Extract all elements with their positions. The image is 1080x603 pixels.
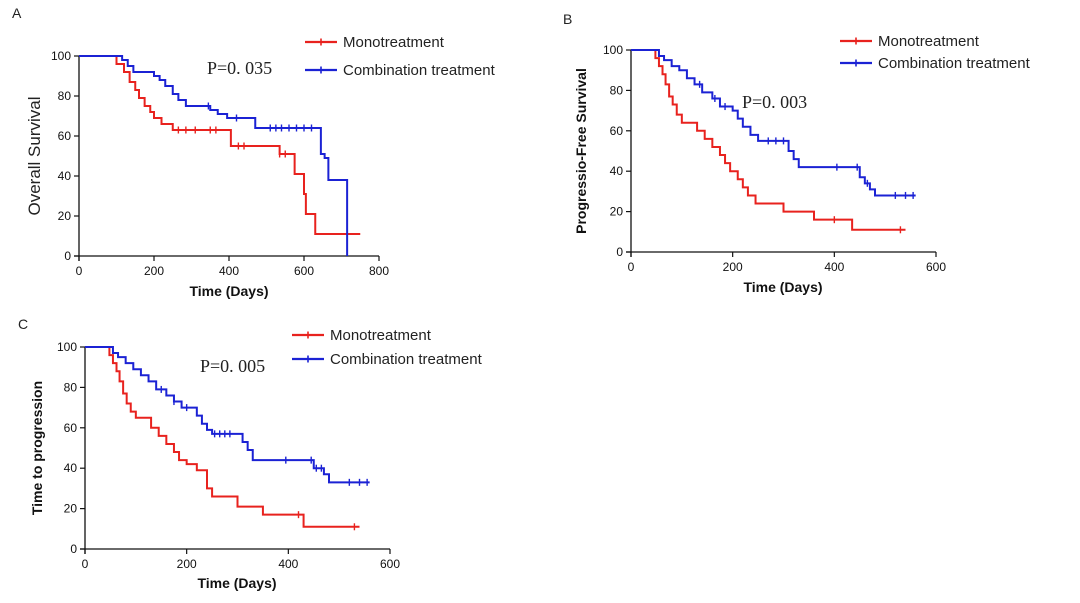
y-tick-label: 60 — [58, 129, 72, 143]
panel-label-c: C — [18, 316, 28, 332]
y-tick-label: 0 — [616, 245, 623, 259]
y-tick-label: 40 — [64, 461, 78, 475]
chart-panel-a: A 0 20 40 60 80 100 0 200 400 600 800 Time (Days) Ove… — [12, 5, 496, 299]
legend-label-combination: Combination treatment — [878, 55, 1031, 72]
y-tick-label: 60 — [64, 421, 78, 435]
y-tick-label: 20 — [64, 502, 78, 516]
y-axis-title-a: Overall Survival — [25, 96, 44, 215]
panel-label-b: B — [563, 11, 572, 27]
chart-panel-b: B 0 20 40 60 80 100 0 200 400 600 Time (Days) Progre… — [563, 11, 1031, 295]
y-tick-label: 0 — [64, 249, 71, 263]
y-tick-label: 80 — [64, 380, 78, 394]
legend-label-monotreatment: Monotreatment — [343, 34, 445, 51]
x-tick-label: 800 — [369, 264, 389, 278]
x-tick-label: 0 — [76, 264, 83, 278]
x-axis-title-b: Time (Days) — [743, 279, 822, 295]
x-tick-label: 400 — [824, 260, 844, 274]
x-axis-title-a: Time (Days) — [189, 283, 268, 299]
series-line-combination-b — [631, 49, 916, 197]
y-tick-label: 100 — [51, 49, 71, 63]
x-tick-label: 200 — [144, 264, 164, 278]
x-tick-label: 400 — [278, 557, 298, 571]
x-tick-label: 400 — [219, 264, 239, 278]
series-line-monotreatment-a — [79, 55, 361, 235]
y-tick-label: 100 — [603, 43, 623, 57]
y-tick-label: 20 — [58, 209, 72, 223]
legend-label-monotreatment: Monotreatment — [878, 33, 980, 50]
x-tick-label: 200 — [177, 557, 197, 571]
x-axis-title-c: Time (Days) — [197, 575, 276, 591]
y-axis-title-c: Time to progression — [29, 381, 45, 515]
x-tick-label: 0 — [628, 260, 635, 274]
x-tick-label: 0 — [82, 557, 89, 571]
p-value-annotation-a: P=0. 035 — [207, 58, 272, 78]
series-line-monotreatment-b — [631, 49, 906, 231]
y-tick-label: 20 — [610, 205, 624, 219]
series-line-combination-c — [85, 346, 370, 484]
y-tick-label: 100 — [57, 340, 77, 354]
y-tick-label: 40 — [610, 164, 624, 178]
x-tick-label: 600 — [380, 557, 400, 571]
x-tick-label: 600 — [294, 264, 314, 278]
y-tick-label: 40 — [58, 169, 72, 183]
p-value-annotation-c: P=0. 005 — [200, 356, 265, 376]
legend-label-combination: Combination treatment — [343, 62, 496, 79]
x-tick-label: 600 — [926, 260, 946, 274]
panel-label-a: A — [12, 5, 22, 21]
y-tick-label: 0 — [70, 542, 77, 556]
series-line-combination-a — [79, 55, 349, 256]
y-tick-label: 60 — [610, 124, 624, 138]
x-tick-label: 200 — [723, 260, 743, 274]
y-axis-title-b: Progressio-Free Survival — [573, 68, 589, 234]
y-tick-label: 80 — [58, 89, 72, 103]
y-tick-label: 80 — [610, 83, 624, 97]
series-line-monotreatment-c — [85, 346, 360, 528]
legend-label-monotreatment: Monotreatment — [330, 327, 432, 344]
legend-label-combination: Combination treatment — [330, 351, 483, 368]
chart-panel-c: C 0 20 40 60 80 100 0 200 400 600 Time (Days) Time t… — [18, 316, 483, 591]
p-value-annotation-b: P=0. 003 — [742, 92, 807, 112]
